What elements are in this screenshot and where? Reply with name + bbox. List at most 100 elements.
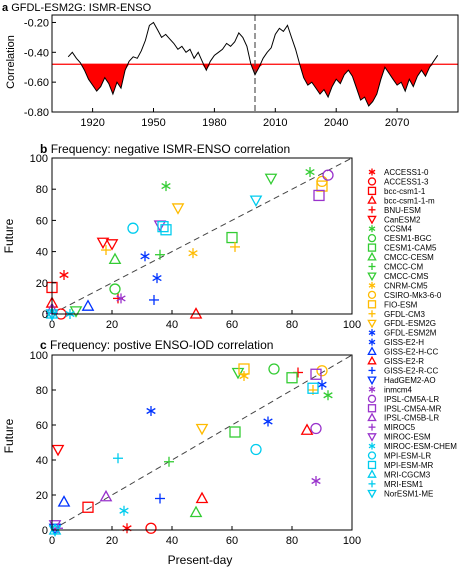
legend-marker [367, 376, 377, 386]
legend-label: NorESM1-ME [384, 489, 433, 498]
legend-marker [368, 225, 376, 233]
plot-frame [51, 157, 353, 315]
legend-marker [368, 366, 376, 374]
legend-label: BNU-ESM [384, 206, 421, 215]
x-tick-label: 80 [286, 319, 298, 331]
data-point-inmcm4 [116, 293, 126, 304]
legend-label: CCSM4 [384, 225, 413, 234]
legend-label: bcc-csm1-1-m [384, 196, 435, 205]
panel-a-x-tick-label: 2010 [263, 117, 287, 129]
panel-a-title: a GFDL-ESM2G: ISMR-ENSO [2, 2, 152, 14]
data-point-access1-3 [145, 522, 157, 534]
panel-a-x-tick-label: 1950 [141, 117, 165, 129]
legend-label: IPSL-CM5B-LR [384, 414, 439, 423]
data-point-miroc-esm [153, 220, 167, 232]
data-point-giss-e2-h [152, 273, 162, 284]
legend-entry: GISS-E2-H [368, 338, 424, 347]
x-tick-label: 100 [343, 319, 361, 331]
legend-label: GISS-E2-H [384, 338, 424, 347]
legend-marker [368, 206, 376, 214]
legend-label: MPI-ESM-MR [384, 461, 434, 470]
correlation-series-line [67, 21, 439, 107]
legend-entry: MPI-ESM-MR [367, 460, 434, 470]
y-tick-label: 0 [42, 309, 48, 321]
legend-entry: CSIRO-Mk3-6-0 [367, 290, 442, 300]
panel-c-y-axis-label: Future [2, 418, 16, 453]
legend-marker [368, 385, 376, 393]
panel-a-frame [51, 14, 459, 113]
data-point-canesm2 [51, 444, 65, 457]
panel-a-x-tick-label: 2070 [385, 117, 409, 129]
data-point-cmcc-cm [164, 456, 174, 467]
data-point-gfdl-esm2g [171, 203, 185, 215]
legend-entry: IPSL-CM5B-LR [367, 412, 439, 423]
y-tick-label: 20 [36, 490, 48, 502]
legend-entry: GFDL-ESM2G [367, 319, 436, 329]
data-point-csiro-mk3-6-0 [316, 365, 328, 377]
data-point-noresm1-me [249, 195, 263, 207]
legend-entry: ACCESS1-0 [368, 168, 429, 177]
legend-entry: CESM1-CAM5 [367, 243, 437, 253]
data-point-bcc-csm1-1 [82, 501, 94, 513]
legend-label: MRI-CGCM3 [384, 470, 431, 479]
legend-entry: GISS-E2-R-CC [368, 366, 438, 375]
legend-marker [367, 186, 377, 196]
data-point-mpi-esm-mr [307, 382, 319, 394]
legend-entry: MIROC-ESM-CHEM [368, 442, 457, 451]
legend-marker [368, 263, 376, 270]
legend-label: MPI-ESM-LR [384, 452, 431, 461]
panel-c-title: c Frequency: postive ENSO-IOD correlatio… [40, 338, 273, 352]
legend-entry: CESM1-BGC [367, 233, 432, 243]
legend-label: CESM1-CAM5 [384, 244, 437, 253]
legend-entry: CMCC-CMS [367, 272, 428, 282]
plot-frame [51, 354, 353, 531]
legend-label: HadGEM2-AO [384, 376, 436, 385]
data-point-fio-esm [238, 363, 250, 375]
legend-marker [367, 215, 377, 225]
legend-marker [367, 300, 377, 309]
legend-entry: NorESM1-ME [367, 489, 433, 499]
y-tick-label: 80 [36, 385, 48, 397]
legend-marker [367, 177, 377, 186]
legend-marker [367, 355, 377, 365]
data-point-ccsm4 [161, 181, 171, 192]
legend-entry: IPSL-CM5A-LR [367, 394, 439, 404]
data-point-bcc-csm1-1-m [195, 491, 209, 504]
legend-marker [368, 329, 376, 337]
legend-entry: BNU-ESM [368, 206, 421, 215]
panel-a-y-axis-label: Correlation [5, 35, 17, 89]
legend-entry: CanESM2 [367, 215, 421, 225]
legend-marker [368, 442, 376, 450]
y-tick-label: 0 [42, 525, 48, 537]
one-to-one-reference-line [51, 157, 353, 315]
data-point-giss-e2-r-cc [149, 294, 159, 305]
legend-entry: bcc-csm1-1 [367, 186, 426, 196]
legend-entry: ACCESS1-3 [367, 177, 429, 186]
data-point-giss-e2-h-cc [57, 495, 71, 507]
legend-marker [367, 394, 377, 403]
legend-marker [368, 168, 376, 176]
legend-label: IPSL-CM5A-MR [384, 404, 442, 413]
data-point-giss-e2-h-cc [81, 299, 95, 311]
data-point-cmcc-cm [155, 249, 165, 260]
y-tick-label: 40 [36, 247, 48, 259]
legend-entry: MIROC5 [368, 423, 416, 432]
legend-label: CNRM-CM5 [384, 281, 428, 290]
legend-entry: HadGEM2-AO [367, 376, 436, 386]
legend-marker [367, 346, 377, 355]
x-tick-label: 40 [166, 319, 178, 331]
legend-label: CMCC-CM [384, 263, 423, 272]
legend-entry: bcc-csm1-1-m [367, 195, 435, 205]
panel-b-title: b Frequency: negative ISMR-ENSO correlat… [40, 142, 290, 156]
data-point-inmcm4 [311, 476, 321, 486]
x-tick-label: 20 [106, 319, 118, 331]
x-tick-label: 100 [343, 535, 361, 547]
legend-entry: inmcm4 [368, 385, 413, 394]
x-tick-label: 40 [166, 535, 178, 547]
legend-marker [367, 469, 377, 478]
panel-b-plot-area: 00 20 20 40 40 60 60 80 80 100 100 [30, 153, 362, 331]
legend-marker [368, 281, 376, 289]
legend-entry: MRI-CGCM3 [367, 469, 431, 479]
legend-entry: MIROC-ESM [367, 433, 431, 442]
panel-a-y-tick-label: -0.40 [24, 47, 49, 59]
